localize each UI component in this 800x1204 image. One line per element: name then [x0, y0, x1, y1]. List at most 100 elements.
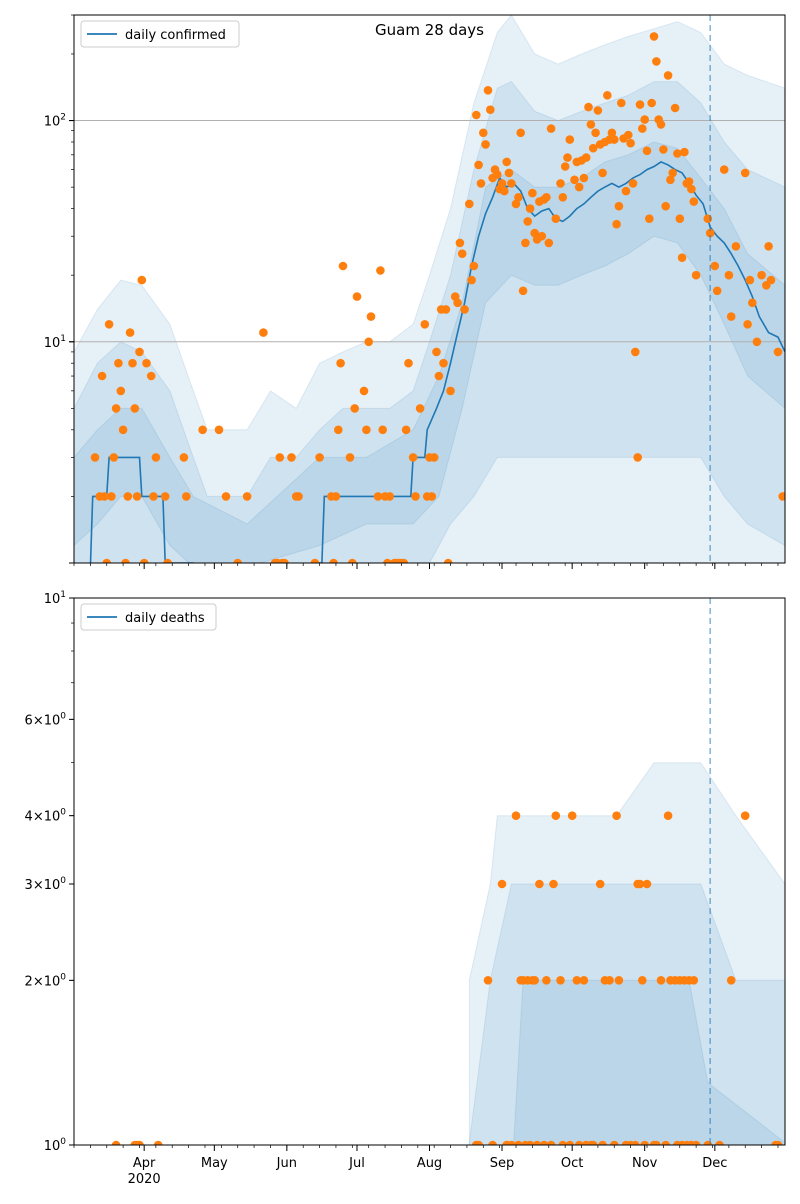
data-point	[581, 153, 591, 162]
data-point	[259, 328, 268, 337]
data-point	[453, 298, 462, 308]
data-point	[294, 492, 303, 501]
data-point	[579, 976, 589, 985]
data-point	[689, 976, 699, 985]
data-point	[446, 386, 455, 396]
data-point	[560, 162, 570, 171]
data-point	[329, 558, 338, 563]
data-point	[677, 253, 687, 262]
data-point	[567, 811, 577, 820]
y-tick-label: 101	[44, 334, 66, 351]
data-point	[731, 242, 741, 251]
data-point	[565, 1140, 575, 1145]
legend-box	[80, 603, 217, 631]
data-point	[535, 879, 544, 889]
data-point	[182, 492, 191, 501]
data-point	[652, 57, 661, 66]
data-point	[310, 558, 320, 563]
data-point	[726, 312, 736, 321]
data-point	[514, 1140, 523, 1145]
data-point	[142, 358, 151, 368]
data-point	[399, 558, 409, 563]
data-point	[642, 879, 652, 889]
y-tick-label: 102	[44, 113, 66, 130]
data-point	[364, 337, 374, 347]
data-point	[378, 425, 388, 435]
data-point	[146, 371, 156, 381]
data-point	[617, 98, 626, 108]
data-point	[565, 135, 575, 144]
x-tick-label: Oct	[561, 1156, 583, 1171]
data-point	[631, 1140, 640, 1145]
data-point	[350, 404, 360, 413]
data-point	[179, 453, 189, 462]
uncertainty-band-0	[468, 762, 785, 1145]
data-point	[500, 186, 509, 196]
data-point	[705, 228, 715, 238]
data-point	[118, 425, 128, 435]
data-point	[687, 184, 696, 194]
data-point	[588, 143, 598, 153]
data-point	[467, 275, 476, 285]
data-point	[740, 168, 750, 178]
data-point	[472, 110, 481, 120]
data-point	[479, 128, 488, 138]
data-point	[383, 558, 392, 563]
data-point	[139, 558, 149, 563]
legend-box	[80, 20, 240, 48]
data-point	[607, 128, 617, 138]
data-point	[530, 976, 539, 985]
data-point	[656, 976, 666, 985]
data-point	[109, 453, 119, 462]
data-point	[221, 492, 231, 501]
data-point	[588, 1140, 598, 1145]
data-point	[743, 320, 752, 329]
data-point	[659, 145, 668, 154]
data-point	[149, 492, 158, 501]
x-tick-label: May	[201, 1156, 228, 1171]
data-point	[334, 425, 343, 435]
data-point	[647, 98, 656, 108]
x-tick-label: Dec	[702, 1156, 727, 1171]
data-point	[100, 492, 109, 501]
data-point	[710, 261, 720, 271]
uncertainty-band-0	[74, 15, 785, 563]
data-point	[116, 386, 126, 396]
data-point	[504, 168, 514, 178]
y-tick-label: 100	[44, 1137, 67, 1154]
data-point	[114, 358, 123, 368]
data-point	[457, 249, 467, 258]
data-point	[97, 371, 107, 381]
data-point	[542, 976, 551, 985]
data-point	[684, 177, 694, 186]
data-point	[661, 201, 670, 211]
data-point	[525, 1140, 535, 1145]
data-point	[455, 238, 465, 248]
data-point	[214, 425, 224, 435]
data-point	[153, 1140, 163, 1145]
data-point	[411, 492, 420, 501]
data-point	[612, 219, 621, 229]
data-point	[336, 358, 345, 368]
data-point	[666, 175, 675, 185]
data-point	[757, 270, 766, 280]
data-point	[633, 453, 642, 462]
data-point	[586, 120, 596, 129]
data-point	[525, 204, 535, 213]
y-tick-label: 6×100	[25, 711, 67, 728]
x-year-label: 2020	[128, 1172, 161, 1187]
data-point	[474, 1140, 483, 1145]
data-point	[603, 91, 612, 100]
data-point	[640, 115, 649, 124]
data-point	[151, 453, 161, 462]
data-point	[628, 179, 638, 188]
data-point	[521, 238, 530, 248]
data-point	[584, 102, 593, 112]
data-point	[673, 149, 682, 158]
data-point	[591, 128, 600, 138]
data-point	[242, 492, 252, 501]
data-point	[764, 242, 773, 251]
data-point	[486, 105, 495, 114]
data-point	[474, 160, 483, 170]
data-point	[441, 305, 451, 314]
